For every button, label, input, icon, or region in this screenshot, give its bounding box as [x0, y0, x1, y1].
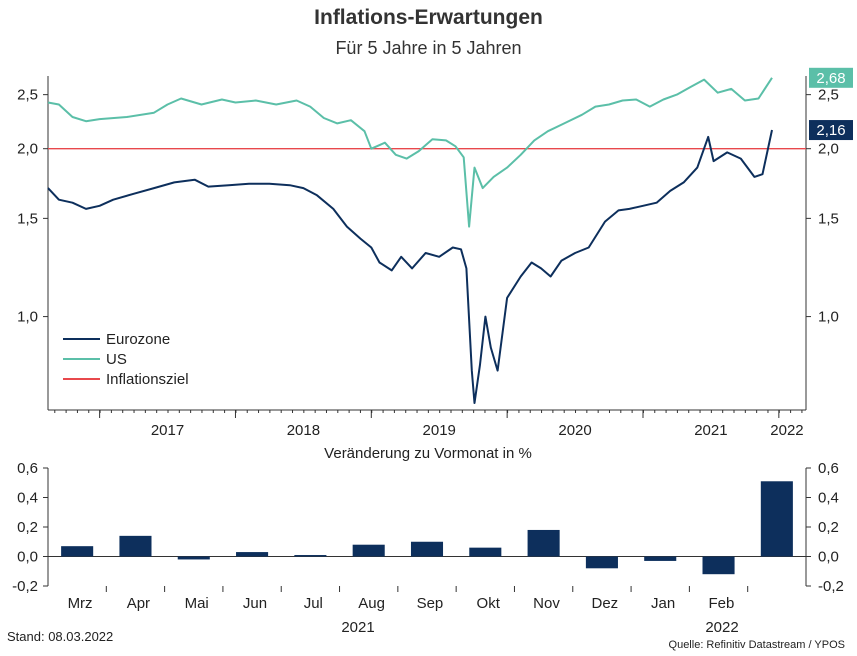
y-tick-label-right: 1,0: [818, 309, 839, 326]
bar-category-label: Nov: [533, 595, 560, 612]
bar-latest: [760, 481, 793, 557]
bar-y-tick-label-right: 0,4: [818, 490, 839, 507]
bar-category-label: Feb: [709, 595, 735, 612]
bar-category-label: Mrz: [68, 595, 93, 612]
bar-Apr: [119, 535, 152, 557]
bar-Mrz: [61, 546, 94, 557]
y-tick-label-right: 1,5: [818, 210, 839, 227]
year-label-2021: 2021: [341, 619, 374, 636]
bar-Mai: [177, 556, 210, 560]
bar-y-tick-label-left: 0,4: [17, 490, 38, 507]
y-tick-label-right: 2,0: [818, 141, 839, 158]
x-tick-label: 2021: [694, 422, 727, 439]
bar-y-tick-label-left: 0,2: [17, 519, 38, 536]
bar-y-tick-label-right: 0,6: [818, 460, 839, 477]
us-series-line: [47, 77, 773, 228]
bar-Nov: [527, 529, 560, 557]
source-note: Quelle: Refinitiv Datastream / YPOS: [668, 639, 845, 651]
bar-Feb: [702, 556, 735, 575]
bar-Jan: [644, 556, 677, 561]
x-tick-label: 2022: [770, 422, 803, 439]
eurozone-series-line: [47, 129, 773, 404]
bar-category-label: Jul: [304, 595, 323, 612]
bar-y-tick-label-right: 0,2: [818, 519, 839, 536]
legend-label: US: [106, 351, 127, 368]
bar-category-label: Okt: [477, 595, 501, 612]
bar-Aug: [352, 544, 385, 557]
bar-y-tick-label-left: 0,0: [17, 549, 38, 566]
y-tick-label-left: 2,5: [17, 87, 38, 104]
bar-y-tick-label-left: 0,6: [17, 460, 38, 477]
eurozone-last-value-badge: [809, 120, 853, 141]
bar-category-label: Jun: [243, 595, 267, 612]
chart-title: Inflations-Erwartungen: [314, 6, 543, 29]
stand-date: Stand: 08.03.2022: [7, 629, 114, 644]
bar-Sep: [410, 541, 444, 557]
bar-y-tick-label-left: -0,2: [12, 578, 38, 595]
y-tick-label-left: 1,5: [17, 210, 38, 227]
x-tick-label: 2019: [423, 422, 456, 439]
bar-category-label: Jan: [651, 595, 675, 612]
y-tick-label-left: 1,0: [17, 309, 38, 326]
bar-y-tick-label-right: 0,0: [818, 549, 839, 566]
x-tick-label: 2018: [287, 422, 320, 439]
bar-category-label: Sep: [417, 595, 444, 612]
year-label-2022: 2022: [705, 619, 738, 636]
chart-subtitle: Für 5 Jahre in 5 Jahren: [335, 38, 522, 58]
legend-label: Inflationsziel: [106, 371, 189, 388]
bar-category-label: Aug: [358, 595, 385, 612]
y-tick-label-left: 2,0: [17, 141, 38, 158]
bar-category-label: Apr: [127, 595, 150, 612]
bar-Dez: [585, 556, 618, 569]
bar-category-label: Mai: [185, 595, 209, 612]
legend-label: Eurozone: [106, 331, 170, 348]
bar-Okt: [469, 547, 502, 557]
x-tick-label: 2017: [151, 422, 184, 439]
x-tick-label: 2020: [558, 422, 591, 439]
eurozone-last-value-label: 2,16: [816, 122, 845, 139]
bar-chart-title: Veränderung zu Vormonat in %: [324, 445, 532, 462]
us-last-value-label: 2,68: [816, 70, 845, 87]
y-tick-label-right: 2,5: [818, 87, 839, 104]
bar-Jun: [236, 552, 269, 557]
bar-Jul: [294, 555, 327, 557]
bar-category-label: Dez: [591, 595, 618, 612]
us-last-value-badge: [809, 67, 853, 88]
bar-y-tick-label-right: -0,2: [818, 578, 844, 595]
